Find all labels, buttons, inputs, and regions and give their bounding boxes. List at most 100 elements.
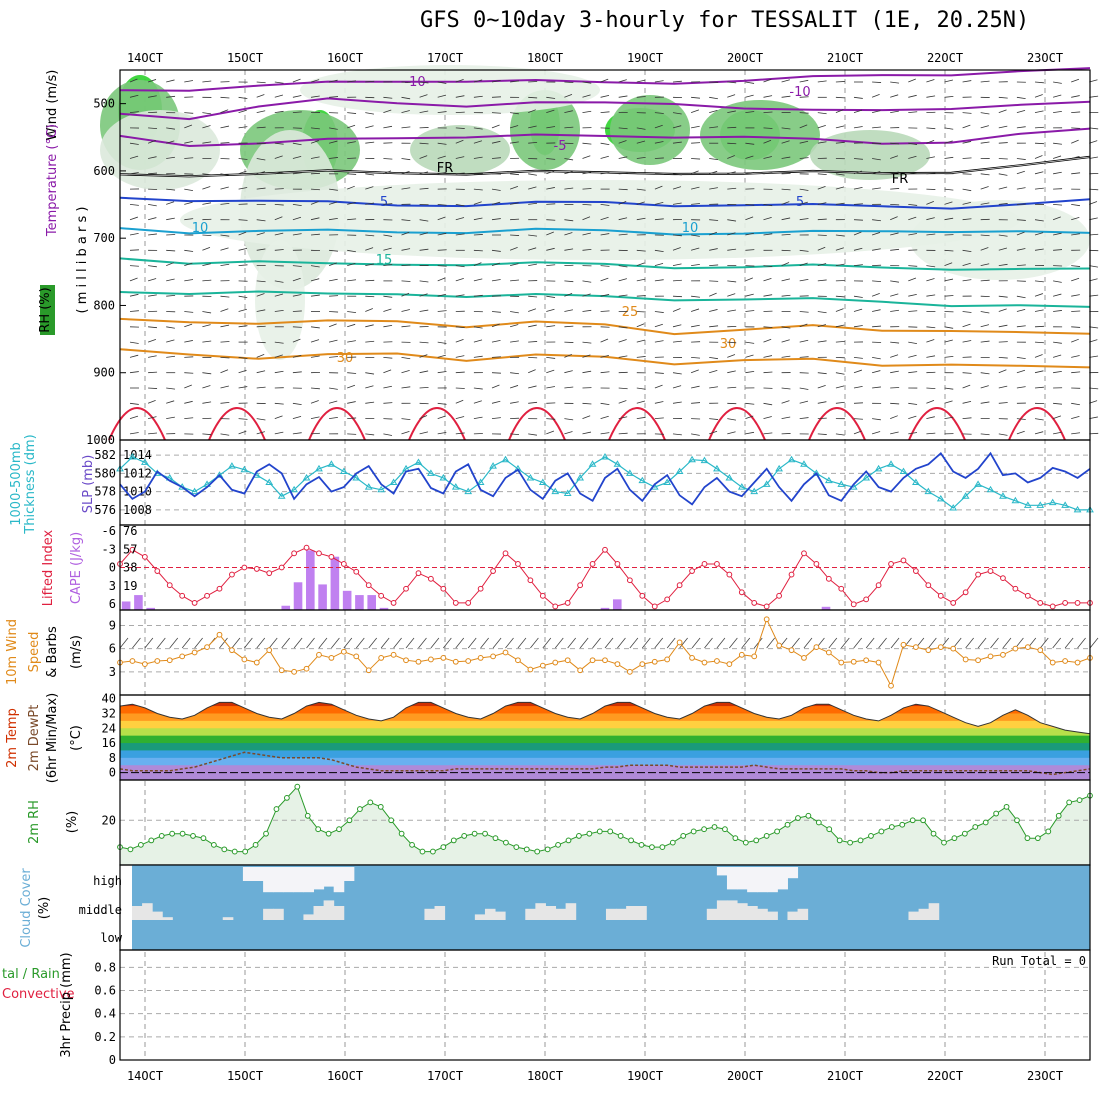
- barb: [238, 109, 247, 113]
- barb: [1034, 81, 1044, 84]
- barb: [347, 141, 356, 144]
- rh-marker: [899, 821, 906, 828]
- barb: [1089, 294, 1099, 297]
- barb: [672, 308, 681, 312]
- barb: [672, 173, 682, 176]
- barb: [347, 218, 357, 221]
- barb: [455, 172, 465, 175]
- cloud-high: [767, 867, 778, 893]
- barb: [962, 401, 972, 404]
- barb: [401, 96, 411, 100]
- barb: [618, 156, 628, 159]
- barb: [709, 110, 718, 113]
- barb: [256, 126, 266, 129]
- cloud-high: [263, 867, 274, 893]
- barb: [129, 293, 139, 297]
- barb: [220, 142, 230, 144]
- barb: [455, 233, 465, 236]
- slp-marker: [999, 492, 1007, 499]
- barb: [365, 295, 375, 298]
- barb: [1053, 110, 1062, 113]
- barb: [437, 277, 446, 282]
- barb: [1016, 386, 1026, 389]
- slp-marker: [451, 483, 460, 490]
- barb: [528, 247, 537, 251]
- barb: [672, 340, 682, 343]
- day-tick-bottom: 15OCT: [227, 1069, 263, 1083]
- barb10: [405, 637, 415, 649]
- cloud-mid: [162, 917, 173, 920]
- barb: [546, 109, 555, 113]
- li-marker: [241, 564, 248, 571]
- day-tick-top: 19OCT: [627, 51, 663, 65]
- contour-20: [119, 290, 1091, 308]
- barb: [1016, 369, 1026, 374]
- barb: [129, 94, 139, 98]
- cloud-mid: [263, 908, 274, 920]
- cloud-mid: [273, 908, 284, 920]
- barb: [329, 387, 338, 390]
- rh-marker: [1055, 812, 1062, 819]
- barb: [564, 418, 574, 421]
- barb: [962, 112, 972, 114]
- cloud-tick: low: [100, 931, 122, 945]
- slp-marker: [364, 483, 373, 490]
- barb: [654, 141, 664, 144]
- wind-marker: [527, 666, 534, 673]
- barb: [872, 248, 881, 251]
- barb: [292, 78, 301, 83]
- wind-marker: [539, 662, 546, 669]
- wind-marker: [1000, 651, 1006, 658]
- barb: [998, 96, 1008, 99]
- barb: [1089, 156, 1099, 159]
- barb: [709, 170, 718, 175]
- barb: [419, 370, 429, 374]
- barb10: [928, 637, 937, 649]
- barb: [998, 385, 1008, 389]
- barb: [491, 262, 501, 266]
- barb: [1053, 142, 1062, 145]
- barb: [890, 110, 899, 113]
- barb: [962, 80, 972, 83]
- li-marker: [863, 596, 870, 603]
- li-marker: [552, 603, 559, 610]
- barb: [256, 219, 266, 222]
- cloud-mid: [767, 911, 778, 920]
- barb: [329, 188, 338, 191]
- contour-5: [119, 196, 1091, 210]
- barb: [636, 201, 645, 205]
- barb: [437, 216, 446, 221]
- barb: [383, 264, 393, 266]
- barb: [962, 323, 971, 328]
- li-marker: [950, 600, 957, 606]
- cape-bar: [281, 605, 291, 610]
- barb: [691, 324, 700, 328]
- wind10-unit: (m/s): [69, 635, 84, 669]
- barb: [582, 293, 591, 297]
- wind-marker: [763, 616, 770, 623]
- slp-marker: [750, 487, 759, 495]
- barb: [256, 248, 266, 251]
- barb: [256, 110, 266, 113]
- li-marker: [191, 600, 198, 606]
- barb: [510, 279, 520, 282]
- barb: [1071, 216, 1080, 221]
- barb: [582, 415, 591, 419]
- cape-bar: [355, 595, 364, 610]
- wind-marker: [664, 656, 671, 663]
- barb: [310, 400, 319, 404]
- barb: [148, 233, 157, 236]
- li-marker: [1037, 600, 1044, 606]
- barb: [147, 339, 157, 343]
- barb: [419, 309, 429, 312]
- contour-surface-warm: [308, 407, 366, 441]
- barb: [890, 293, 899, 297]
- barb: [129, 216, 138, 221]
- barb: [202, 125, 211, 129]
- barb: [274, 293, 284, 297]
- barb: [129, 172, 139, 175]
- barb: [202, 247, 211, 251]
- barb: [256, 309, 266, 312]
- wind-marker: [801, 655, 807, 661]
- barb: [636, 79, 646, 83]
